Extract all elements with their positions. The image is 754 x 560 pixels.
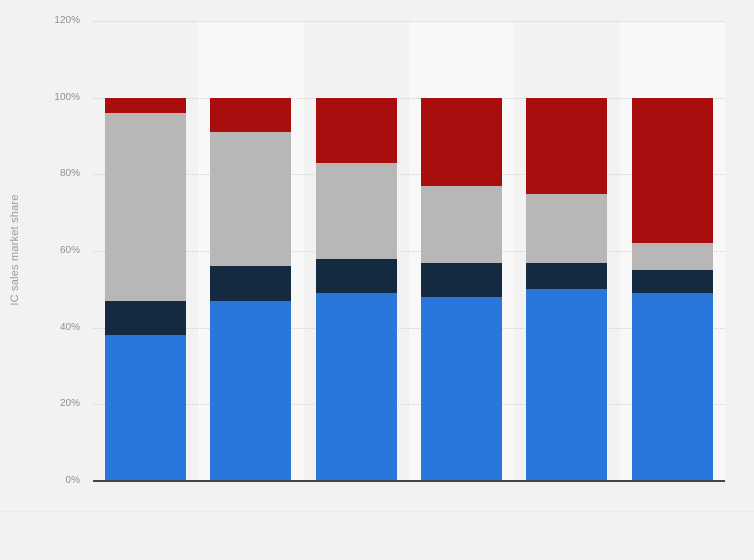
blue-segment[interactable] bbox=[105, 335, 186, 481]
background-seam bbox=[0, 511, 754, 512]
red-segment[interactable] bbox=[421, 97, 502, 186]
navy-segment[interactable] bbox=[631, 270, 713, 294]
red-segment[interactable] bbox=[105, 97, 186, 113]
x-axis-baseline bbox=[93, 480, 725, 482]
bar-column[interactable] bbox=[421, 97, 502, 481]
gridline-60 bbox=[93, 251, 725, 252]
bar-column[interactable] bbox=[526, 97, 608, 481]
bar-column[interactable] bbox=[210, 97, 292, 481]
gray-segment[interactable] bbox=[421, 185, 502, 263]
navy-segment[interactable] bbox=[315, 258, 397, 294]
y-tick-label: 80% bbox=[59, 168, 80, 180]
gray-segment[interactable] bbox=[210, 132, 292, 267]
blue-segment[interactable] bbox=[315, 293, 397, 481]
y-tick-label: 120% bbox=[54, 15, 80, 26]
blue-segment[interactable] bbox=[421, 297, 502, 481]
y-tick-label: 0% bbox=[65, 475, 80, 486]
gridline-20 bbox=[93, 404, 725, 406]
gray-segment[interactable] bbox=[105, 113, 186, 301]
red-segment[interactable] bbox=[631, 97, 713, 244]
navy-segment[interactable] bbox=[421, 262, 502, 297]
gray-segment[interactable] bbox=[526, 193, 608, 263]
navy-segment[interactable] bbox=[210, 266, 292, 301]
y-axis-title: IC sales market share bbox=[9, 194, 21, 306]
blue-segment[interactable] bbox=[526, 289, 608, 481]
y-tick-label: 100% bbox=[54, 91, 80, 103]
navy-segment[interactable] bbox=[526, 262, 608, 290]
gridline-80 bbox=[93, 174, 725, 176]
y-tick-label: 60% bbox=[59, 245, 80, 256]
red-segment[interactable] bbox=[210, 97, 292, 133]
gridline-100 bbox=[93, 97, 725, 99]
navy-segment[interactable] bbox=[105, 300, 186, 336]
blue-segment[interactable] bbox=[210, 300, 292, 481]
gray-segment[interactable] bbox=[315, 162, 397, 259]
bar-column[interactable] bbox=[105, 97, 186, 481]
blue-segment[interactable] bbox=[631, 293, 713, 481]
gray-segment[interactable] bbox=[631, 243, 713, 271]
y-tick-label: 40% bbox=[59, 321, 80, 333]
gridline-120 bbox=[93, 21, 725, 22]
y-tick-label: 20% bbox=[59, 398, 80, 410]
red-segment[interactable] bbox=[526, 97, 608, 194]
plot-area bbox=[93, 21, 725, 482]
red-segment[interactable] bbox=[315, 97, 397, 163]
bar-column[interactable] bbox=[315, 97, 397, 481]
bar-column[interactable] bbox=[631, 97, 713, 481]
gridline-40 bbox=[93, 327, 725, 329]
